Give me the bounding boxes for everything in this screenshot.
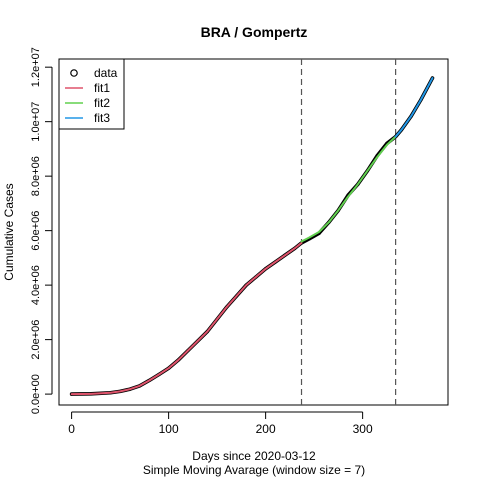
- x-axis-label: Days since 2020-03-12: [192, 449, 316, 463]
- y-tick-label: 6.0e+06: [30, 211, 42, 251]
- legend-label: fit1: [94, 81, 110, 95]
- chart-title: BRA / Gompertz: [201, 24, 308, 40]
- legend-symbol-circle: [70, 69, 78, 77]
- x-tick-label: 200: [256, 422, 276, 436]
- y-axis-label: Cumulative Cases: [2, 183, 16, 280]
- series-fit2-line: [300, 135, 397, 243]
- axes: 0 100 200 300 0.0e+00 2.0e+06 4.0e+06 6.0e+06 8.…: [30, 47, 373, 436]
- y-tick-label: 1.2e+07: [30, 47, 42, 87]
- x-axis-sublabel: Simple Moving Avarage (window size = 7): [143, 463, 365, 477]
- x-tick-label: 300: [353, 422, 373, 436]
- x-tick-label: 0: [68, 422, 75, 436]
- legend-label: fit2: [94, 96, 110, 110]
- legend-label: fit3: [94, 111, 110, 125]
- vertical-reference-lines: [300, 59, 397, 405]
- y-tick-label: 0.0e+00: [30, 374, 42, 414]
- series-fit1-line: [70, 241, 303, 396]
- series-layer: [69, 76, 435, 396]
- y-tick-label: 1.0e+07: [30, 102, 42, 142]
- y-tick-label: 8.0e+06: [30, 156, 42, 196]
- legend-label: data: [94, 66, 118, 80]
- y-tick-label: 2.0e+06: [30, 320, 42, 360]
- x-tick-label: 100: [159, 422, 179, 436]
- series-fit3-line: [394, 77, 434, 138]
- plot-area: [58, 58, 449, 406]
- y-tick-label: 4.0e+06: [30, 265, 42, 305]
